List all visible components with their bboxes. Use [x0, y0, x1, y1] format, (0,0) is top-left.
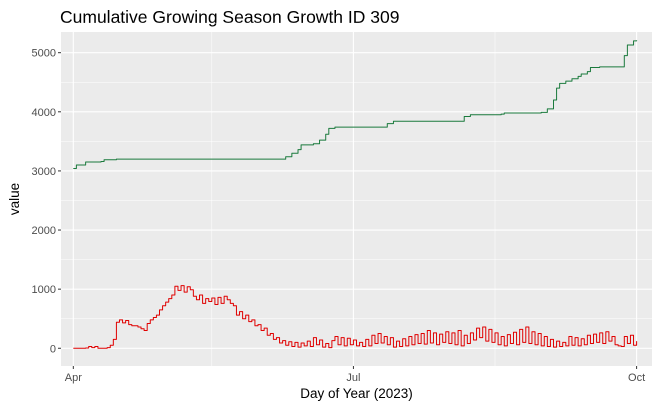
series-line-2	[73, 285, 638, 349]
y-tick-label: 5000	[32, 48, 56, 60]
x-tick-label: Apr	[65, 372, 82, 384]
series-line-1	[73, 40, 638, 170]
chart-title: Cumulative Growing Season Growth ID 309	[60, 7, 399, 27]
y-tick-label: 1000	[32, 284, 56, 296]
y-axis: 0 1000 2000 3000 4000 5000	[32, 48, 61, 355]
y-tick-label: 0	[50, 343, 56, 355]
grid	[61, 22, 652, 366]
series-group	[73, 40, 638, 349]
x-axis-title: Day of Year (2023)	[300, 386, 413, 401]
y-axis-title: value	[7, 183, 22, 215]
y-tick-label: 2000	[32, 225, 56, 237]
y-tick-label: 3000	[32, 166, 56, 178]
x-tick-label: Oct	[628, 372, 645, 384]
y-tick-label: 4000	[32, 107, 56, 119]
x-axis: Apr Jul Oct	[65, 366, 645, 384]
x-tick-label: Jul	[346, 372, 360, 384]
